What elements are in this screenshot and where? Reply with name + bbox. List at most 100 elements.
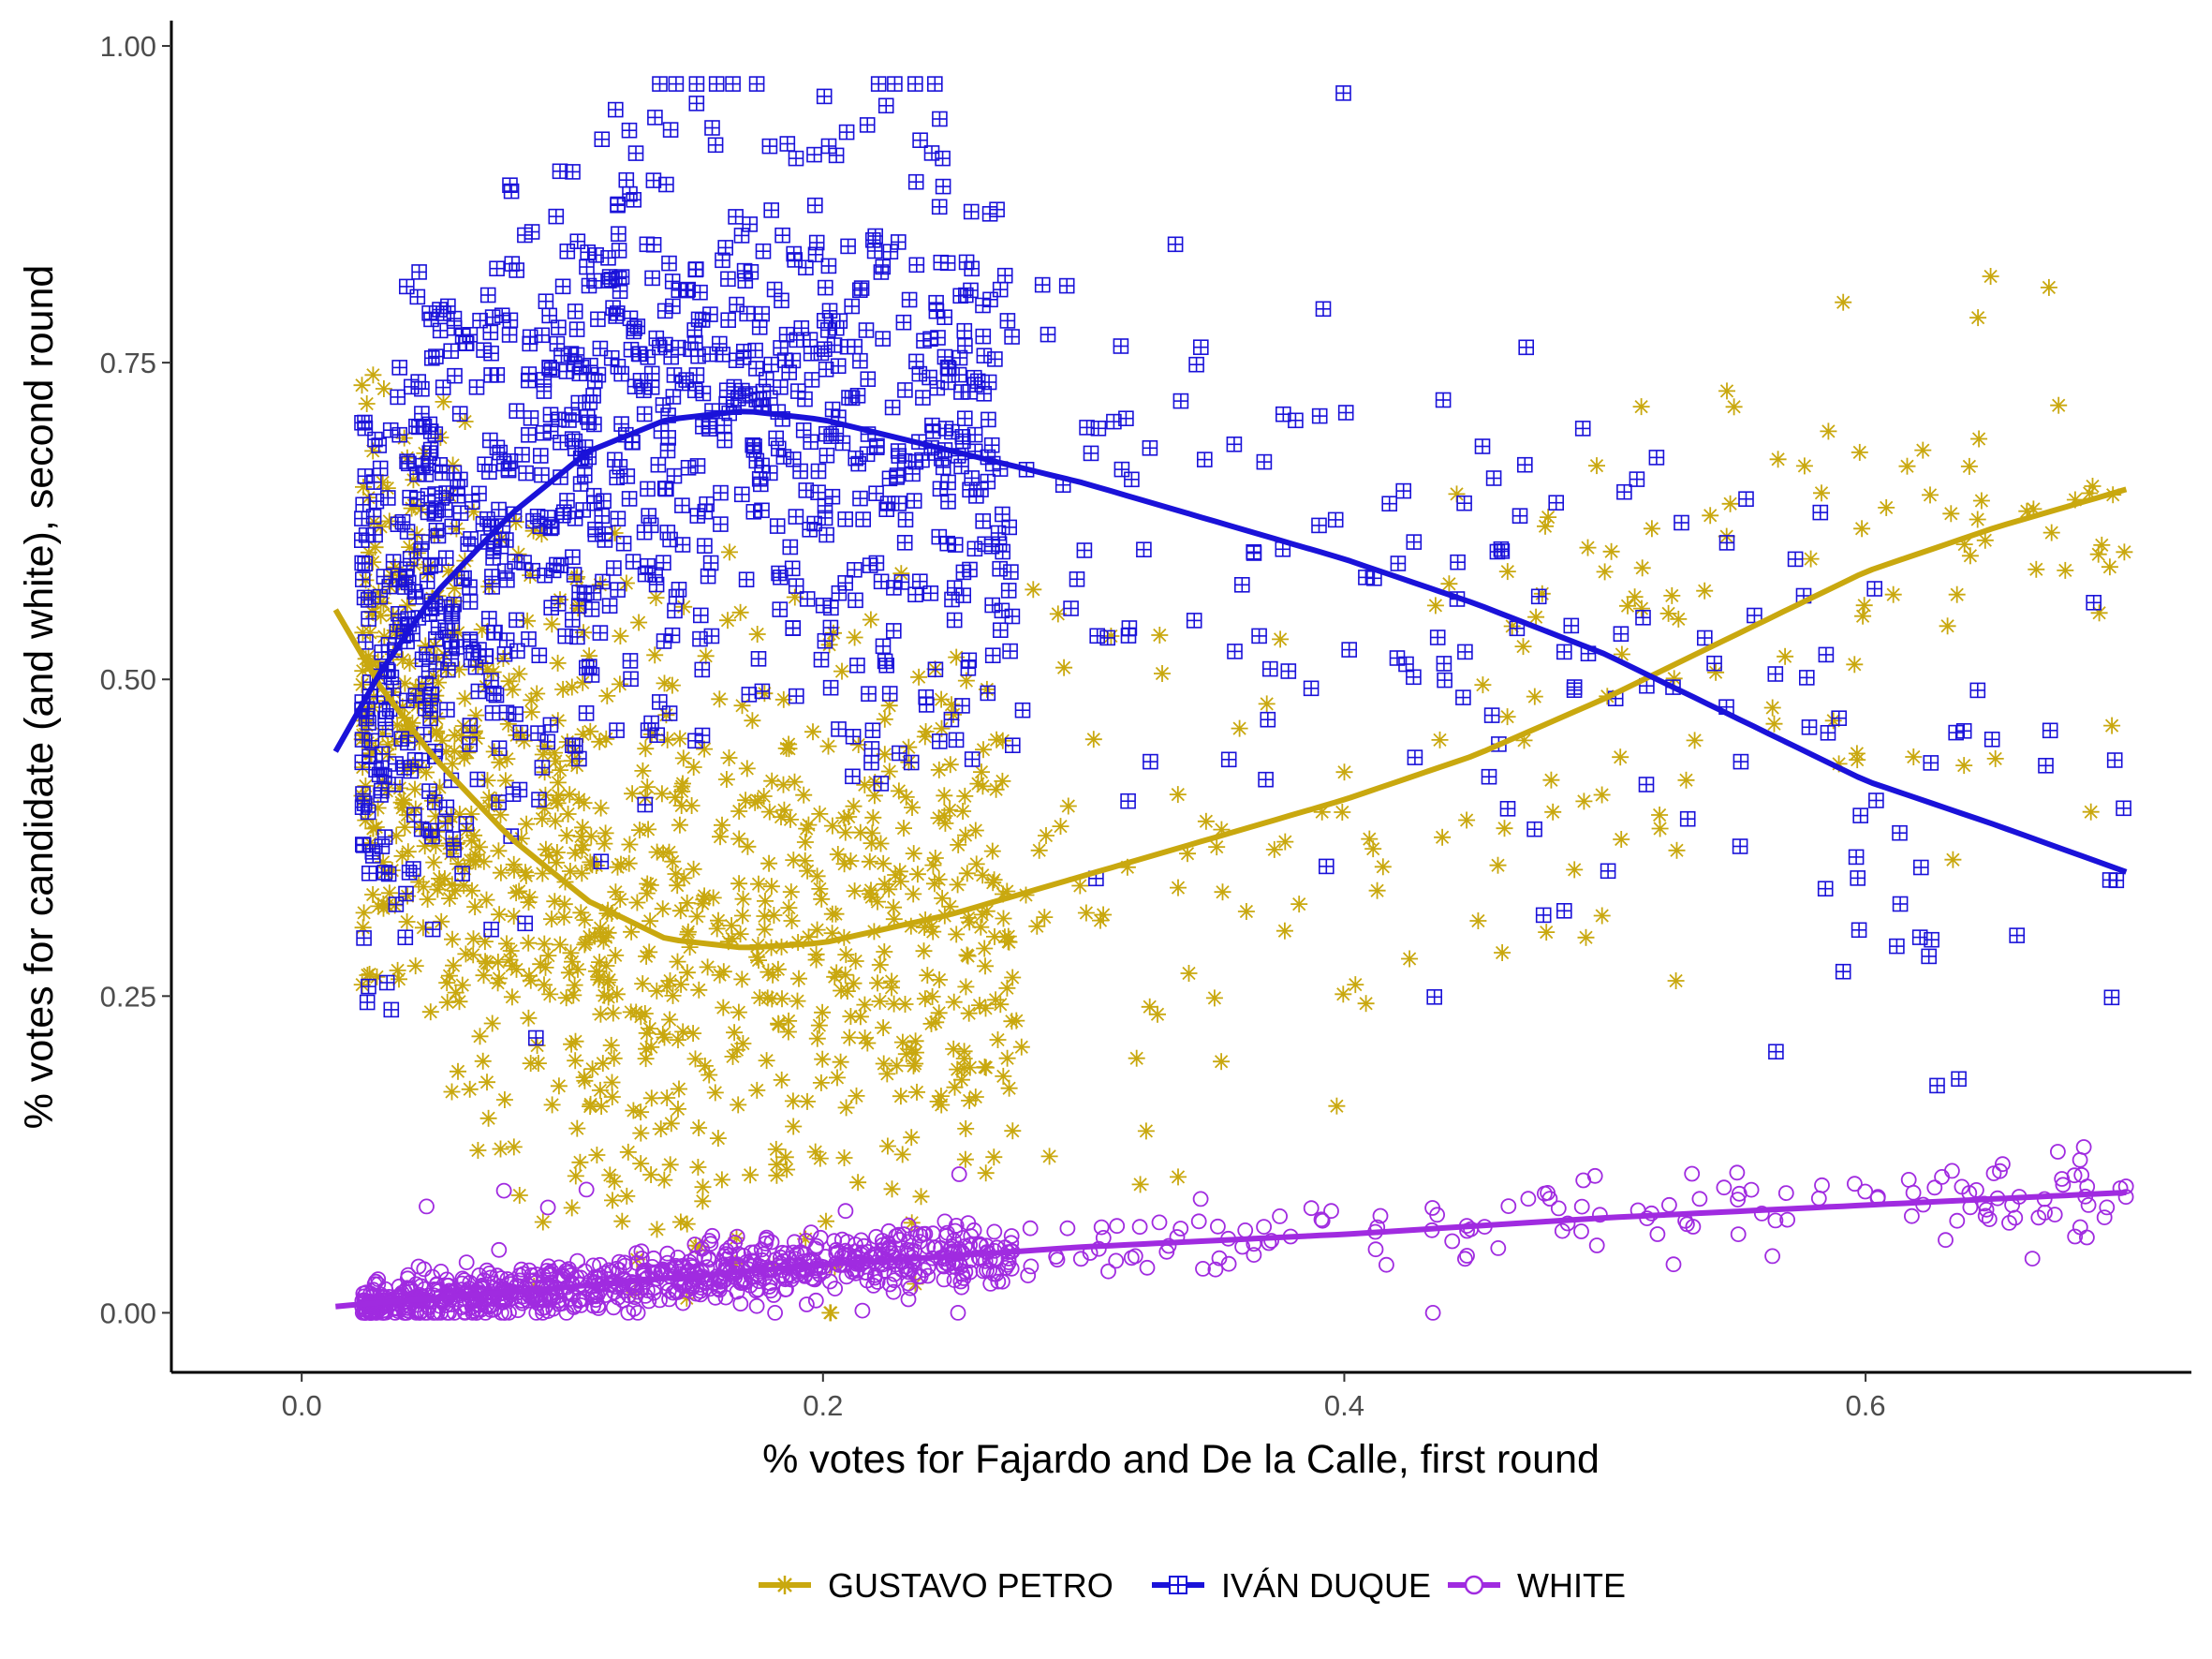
- duque-point: [996, 267, 1013, 284]
- petro-point: [1347, 976, 1364, 994]
- white-point: [1190, 1213, 1207, 1230]
- petro-point: [750, 952, 767, 970]
- white-point: [1192, 1191, 1209, 1207]
- petro-point: [549, 774, 567, 792]
- duque-point: [621, 122, 638, 139]
- duque-point: [454, 866, 470, 881]
- petro-point: [1596, 563, 1614, 581]
- white-point: [1500, 1198, 1517, 1214]
- petro-point: [503, 957, 521, 974]
- duque-point: [615, 535, 632, 552]
- duque-point: [806, 197, 823, 214]
- white-point: [1949, 1212, 1966, 1229]
- petro-point: [484, 663, 502, 681]
- petro-point: [567, 1167, 584, 1185]
- petro-point: [759, 989, 776, 1007]
- petro-point: [652, 1120, 670, 1138]
- duque-point: [820, 138, 837, 155]
- duque-point: [536, 424, 552, 441]
- duque-point: [483, 921, 499, 938]
- duque-point: [922, 369, 937, 386]
- duque-point: [923, 145, 940, 161]
- white-point: [854, 1302, 871, 1319]
- duque-point: [824, 488, 841, 505]
- petro-point: [1651, 820, 1669, 837]
- petro-point: [730, 803, 748, 820]
- petro-point: [799, 1092, 816, 1110]
- duque-point: [907, 586, 923, 603]
- petro-point: [679, 923, 697, 941]
- duque-point: [847, 338, 863, 355]
- white-point: [2075, 1139, 2092, 1155]
- duque-point: [738, 571, 755, 588]
- petro-point: [491, 906, 509, 924]
- petro-point: [1496, 820, 1513, 837]
- duque-point: [1450, 554, 1466, 570]
- petro-point: [696, 1057, 714, 1074]
- petro-point: [462, 852, 479, 869]
- white-point: [1022, 1220, 1039, 1237]
- petro-point: [646, 646, 664, 664]
- petro-point: [364, 820, 382, 837]
- petro-point: [571, 1153, 589, 1171]
- duque-point: [656, 633, 672, 649]
- petro-point: [456, 689, 474, 707]
- duque-point: [1456, 495, 1472, 511]
- petro-point: [670, 1031, 686, 1049]
- petro-point: [568, 568, 586, 585]
- petro-point: [641, 912, 659, 930]
- white-point: [1661, 1196, 1677, 1213]
- petro-point: [621, 836, 639, 853]
- duque-point: [1530, 588, 1547, 605]
- duque-point: [940, 494, 956, 510]
- petro-point: [1374, 858, 1392, 876]
- petro-point: [1469, 912, 1487, 929]
- white-point: [1814, 1177, 1830, 1193]
- petro-point: [1593, 907, 1611, 925]
- petro-point: [670, 1100, 686, 1118]
- petro-point: [1707, 663, 1725, 681]
- petro-point: [465, 930, 482, 948]
- duque-point: [869, 437, 885, 454]
- white-point: [1716, 1179, 1733, 1196]
- duque-point: [597, 532, 613, 548]
- petro-point: [777, 739, 795, 757]
- duque-point: [875, 331, 892, 347]
- duque-point: [884, 399, 901, 416]
- duque-point: [1000, 583, 1017, 599]
- duque-point: [743, 263, 759, 280]
- petro-point: [600, 971, 618, 988]
- white-point: [2046, 1207, 2063, 1222]
- petro-point: [480, 789, 498, 807]
- petro-point: [406, 957, 424, 975]
- duque-point: [1616, 483, 1632, 500]
- petro-point: [1677, 771, 1695, 789]
- duque-point: [1835, 963, 1851, 980]
- petro-point: [674, 749, 692, 767]
- petro-point: [475, 967, 493, 985]
- white-point: [767, 1305, 783, 1321]
- white-point: [495, 1182, 512, 1199]
- duque-point: [975, 512, 991, 529]
- duque-point: [541, 359, 557, 376]
- duque-point: [607, 101, 624, 118]
- petro-point: [885, 898, 903, 916]
- petro-point: [637, 740, 655, 758]
- duque-point: [524, 224, 540, 240]
- duque-point: [1311, 407, 1328, 424]
- petro-point: [930, 809, 948, 827]
- petro-point: [444, 930, 461, 948]
- white-point: [1810, 1190, 1827, 1207]
- petro-point: [861, 852, 878, 870]
- duque-point: [1563, 617, 1580, 634]
- duque-point: [963, 282, 979, 299]
- petro-point: [1231, 719, 1248, 737]
- duque-point: [664, 274, 681, 289]
- petro-point: [931, 970, 948, 988]
- petro-point: [395, 792, 413, 808]
- duque-point: [713, 516, 729, 532]
- duque-point: [1499, 800, 1516, 817]
- petro-point: [885, 995, 903, 1013]
- petro-point: [541, 985, 559, 1003]
- petro-point: [641, 876, 659, 894]
